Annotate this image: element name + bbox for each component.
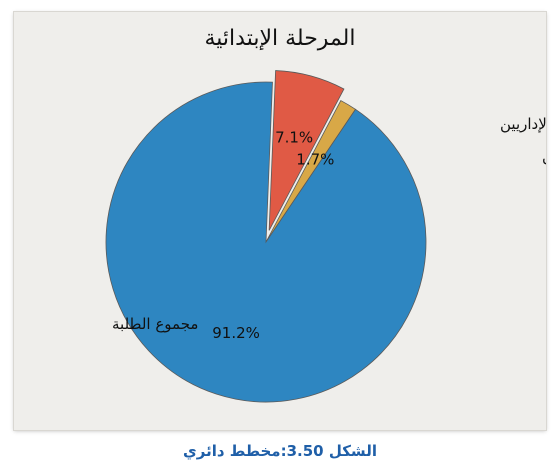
category-labels: مجموع الإداريين مجموع المعلمين مجموع الطلب…	[112, 115, 546, 333]
category-label: مجموع الطلبة	[112, 315, 198, 333]
figure-caption: الشكل 3.50:مخطط دائري	[183, 442, 377, 460]
percent-label: 91.2%	[212, 324, 260, 342]
figure-frame: 1.7% 7.1% 91.2% مجموع الإداريين مجموع المعل…	[14, 12, 546, 430]
percent-label: 7.1%	[275, 129, 313, 147]
percent-label: 1.7%	[296, 151, 334, 169]
pie-slice	[105, 81, 427, 403]
pie-chart: 1.7% 7.1% 91.2% مجموع الإداريين مجموع المعل…	[105, 70, 546, 403]
category-label: مجموع المعلمين	[542, 147, 546, 165]
category-label: مجموع الإداريين	[500, 115, 546, 133]
pie-slice	[268, 70, 345, 231]
pie-slices	[105, 70, 427, 403]
chart-title: المرحلة الإبتدائية	[204, 26, 356, 51]
percent-labels: 1.7% 7.1% 91.2%	[212, 129, 334, 342]
